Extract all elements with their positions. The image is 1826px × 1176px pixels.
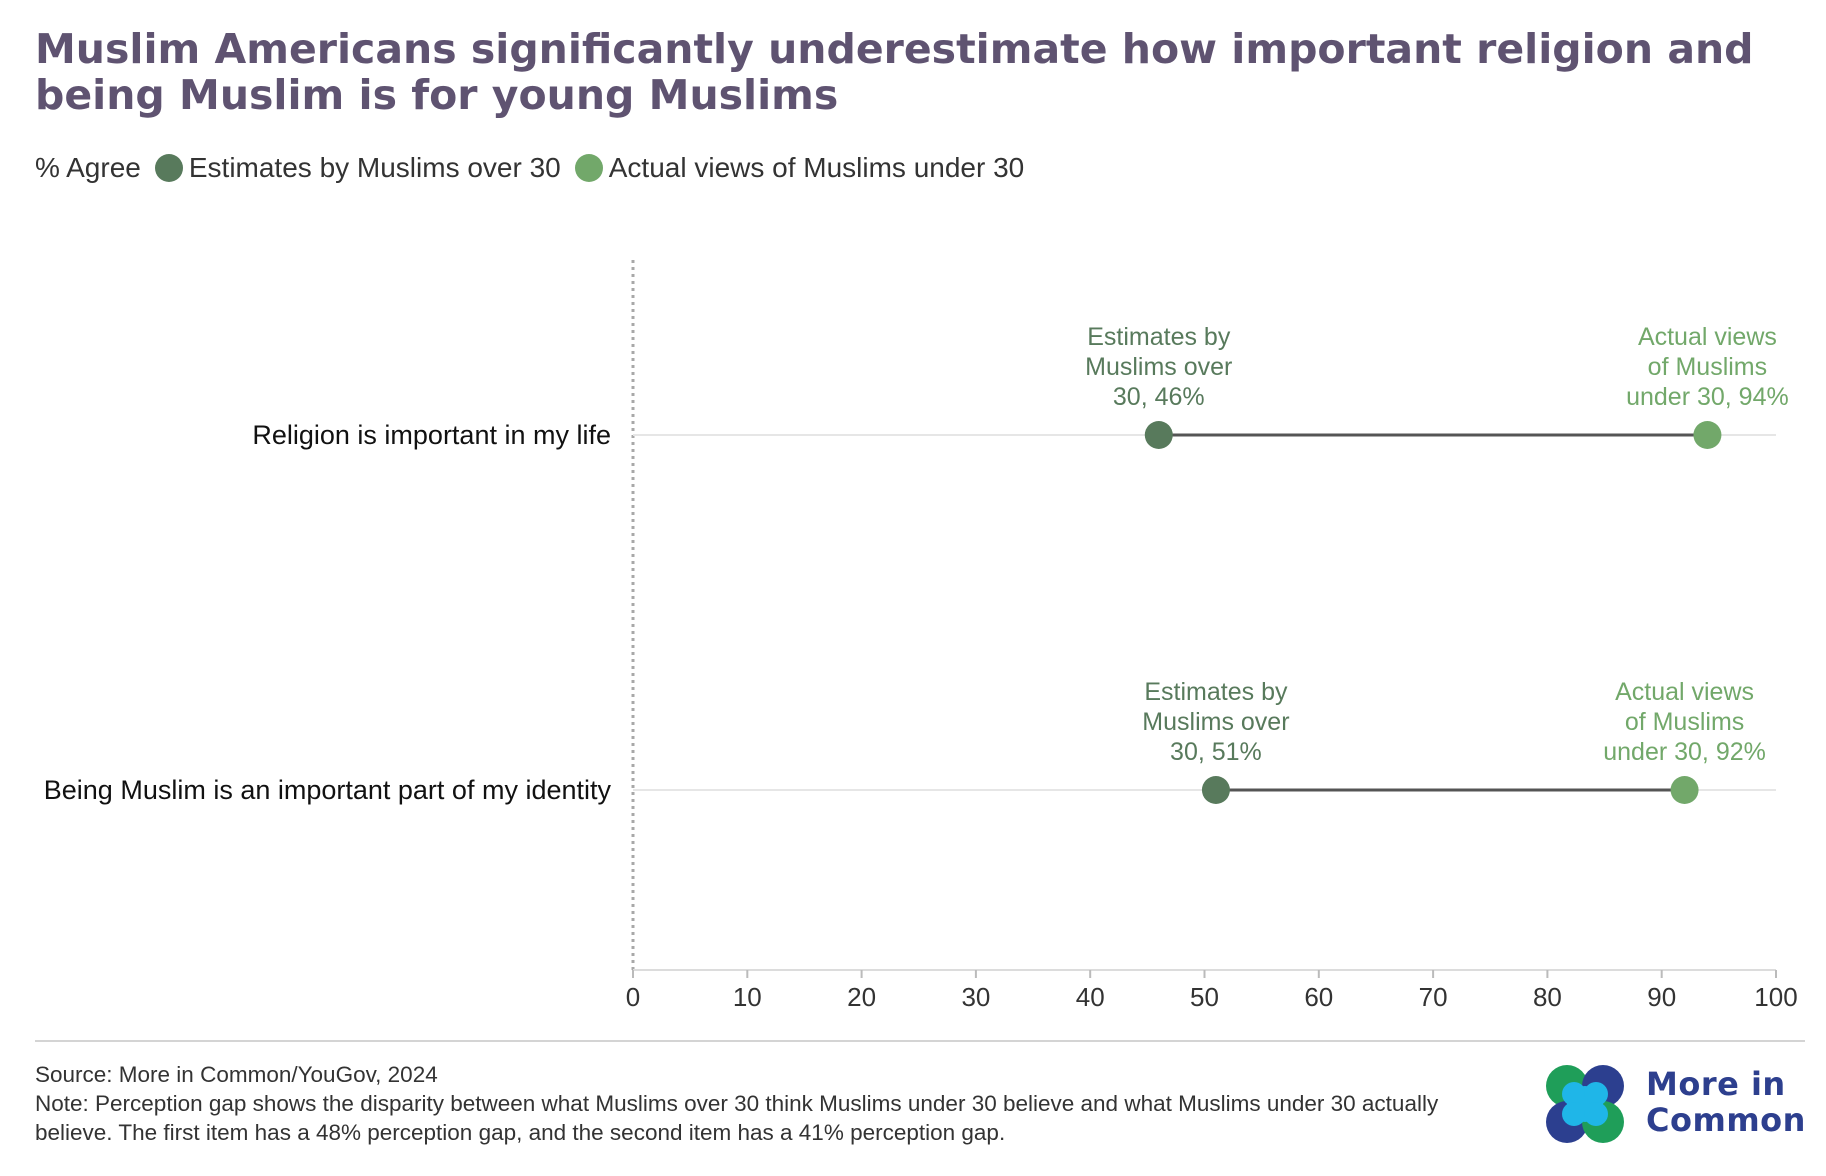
x-tick-label: 80 — [1533, 982, 1562, 1012]
x-tick-label: 100 — [1754, 982, 1797, 1012]
x-tick-label: 30 — [961, 982, 990, 1012]
point-actual — [1693, 421, 1722, 449]
x-tick-label: 40 — [1076, 982, 1105, 1012]
legend-prefix: % Agree — [35, 152, 141, 183]
note-text: Note: Perception gap shows the disparity… — [35, 1091, 1439, 1145]
data-label-actual: Actual views of Muslims under 30, 92% — [1603, 678, 1766, 766]
legend-swatch-actual — [574, 154, 603, 182]
data-label-estimate: Estimates by Muslims over 30, 51% — [1142, 678, 1289, 766]
more-in-common-logo — [1546, 1065, 1624, 1143]
x-tick-label: 10 — [733, 982, 762, 1012]
legend-label-actual: Actual views of Muslims under 30 — [608, 152, 1025, 183]
x-tick-label: 50 — [1190, 982, 1219, 1012]
category-label: Religion is important in my life — [252, 420, 611, 450]
data-label-actual: Actual views of Muslims under 30, 94% — [1626, 323, 1789, 411]
legend-swatch-estimates — [154, 154, 183, 182]
point-estimate — [1201, 776, 1230, 804]
x-tick-label: 60 — [1304, 982, 1333, 1012]
chart-title: Muslim Americans significantly underesti… — [35, 25, 1754, 119]
source-text: Source: More in Common/YouGov, 2024 — [35, 1062, 438, 1087]
point-actual — [1670, 776, 1699, 804]
x-tick-label: 0 — [626, 982, 640, 1012]
legend-label-estimates: Estimates by Muslims over 30 — [188, 152, 561, 183]
logo-mark — [1546, 1065, 1624, 1143]
logo-wordmark: More in Common — [1646, 1065, 1806, 1139]
category-label: Being Muslim is an important part of my … — [44, 775, 612, 805]
dumbbell-chart: 0 10 20 30 40 50 60 70 80 90 100 Religion is import… — [44, 260, 1798, 1012]
footer-divider — [35, 1040, 1805, 1042]
legend: % Agree Estimates by Muslims over 30 Act… — [35, 148, 1024, 188]
x-tick-label: 20 — [847, 982, 876, 1012]
x-tick-label: 90 — [1647, 982, 1676, 1012]
x-tick-label: 70 — [1419, 982, 1448, 1012]
point-estimate — [1144, 421, 1173, 449]
data-label-estimate: Estimates by Muslims over 30, 46% — [1085, 323, 1232, 411]
